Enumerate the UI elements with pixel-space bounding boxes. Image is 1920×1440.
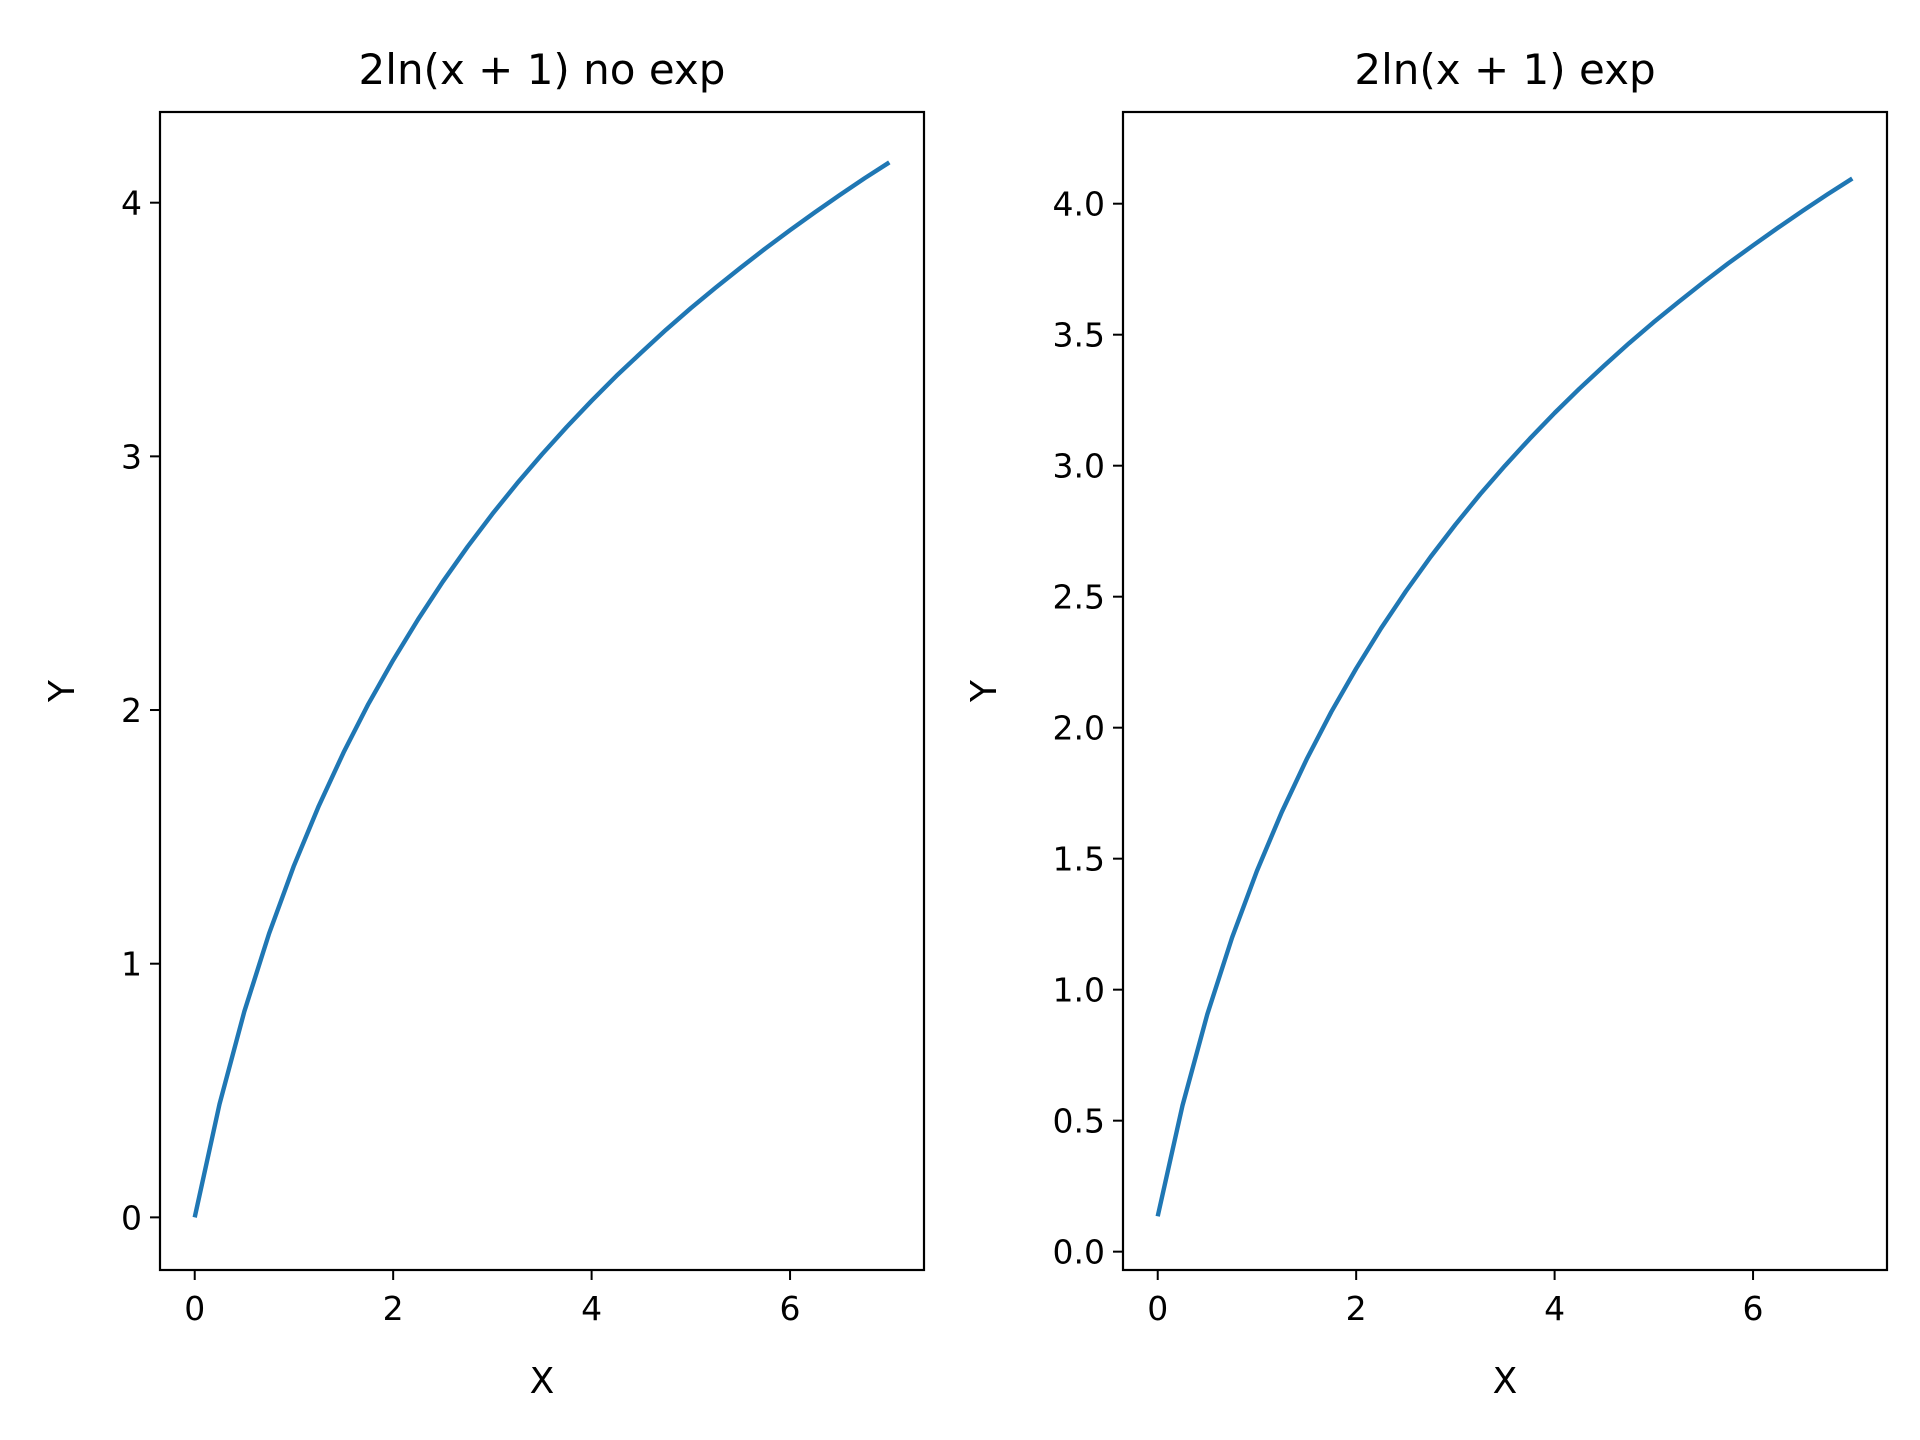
right-chart-y-tick-label: 3.0 — [1053, 447, 1105, 486]
left-chart-series-line — [192, 160, 891, 1218]
left-chart-x-tick-label: 2 — [383, 1289, 404, 1328]
right-chart-y-tick-label: 2.0 — [1053, 709, 1105, 748]
left-chart-x-tick-label: 0 — [184, 1289, 205, 1328]
right-chart-series-line — [1155, 176, 1854, 1217]
right-chart-y-tick-label: 4.0 — [1053, 185, 1105, 224]
right-chart-title: 2ln(x + 1) exp — [1354, 45, 1655, 94]
right-chart-x-tick-label: 2 — [1346, 1289, 1367, 1328]
right-chart-axes-frame — [1121, 110, 1889, 1272]
right-chart-x-tick-label: 4 — [1544, 1289, 1565, 1328]
right-chart-panel: 2ln(x + 1) exp X Y 0 2 4 6 0.0 0.5 1.0 1.5 2.0 2.… — [964, 45, 1889, 1402]
left-chart-y-tick-label: 2 — [121, 691, 142, 730]
left-chart-x-tick-label: 4 — [581, 1289, 602, 1328]
left-chart-y-tick-label: 1 — [121, 945, 142, 984]
right-chart-y-tick-label: 0.5 — [1053, 1102, 1105, 1141]
right-chart-y-tick-label: 1.5 — [1053, 840, 1105, 879]
left-chart-panel: 2ln(x + 1) no exp X Y 0 2 4 6 0 1 2 3 4 — [42, 45, 926, 1402]
right-chart-y-tick-label: 2.5 — [1053, 578, 1105, 617]
right-chart-y-tick-label: 1.0 — [1053, 971, 1105, 1010]
left-chart-y-tick-label: 0 — [121, 1198, 142, 1237]
right-chart-ticks: 0 2 4 6 0.0 0.5 1.0 1.5 2.0 2.5 3.0 3.5 4.0 — [1053, 185, 1764, 1328]
left-chart-title: 2ln(x + 1) no exp — [359, 45, 726, 94]
left-chart-x-axis-label: X — [530, 1361, 555, 1402]
left-chart-y-tick-label: 4 — [121, 184, 142, 223]
right-chart-x-tick-label: 6 — [1743, 1289, 1764, 1328]
left-chart-axes-frame — [158, 110, 926, 1272]
right-chart-y-axis-label: Y — [964, 679, 1005, 703]
left-chart-plot-area — [192, 160, 891, 1218]
right-chart-plot-area — [1155, 176, 1854, 1217]
right-chart-y-tick-label: 0.0 — [1053, 1233, 1105, 1272]
left-chart-x-tick-label: 6 — [780, 1289, 801, 1328]
left-chart-ticks: 0 2 4 6 0 1 2 3 4 — [121, 184, 801, 1328]
left-chart-y-tick-label: 3 — [121, 437, 142, 476]
left-chart-y-axis-label: Y — [42, 679, 83, 703]
right-chart-x-axis-label: X — [1493, 1361, 1518, 1402]
right-chart-x-tick-label: 0 — [1147, 1289, 1168, 1328]
right-chart-y-tick-label: 3.5 — [1053, 316, 1105, 355]
